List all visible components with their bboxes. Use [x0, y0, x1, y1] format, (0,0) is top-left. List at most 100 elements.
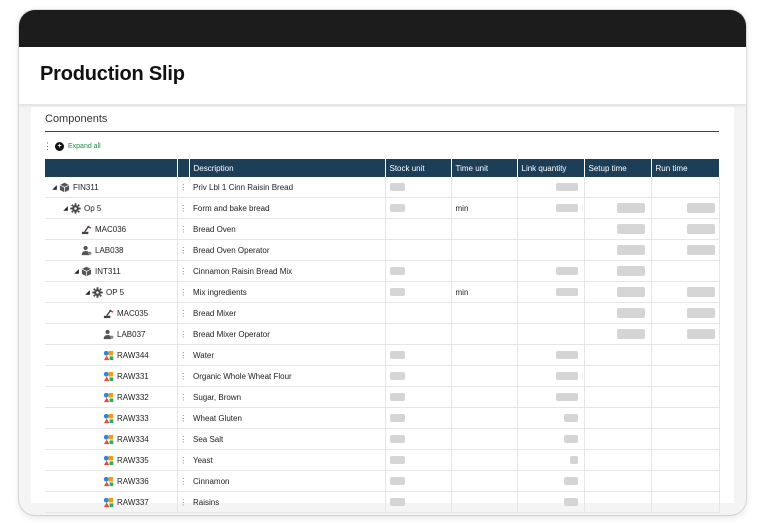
- stock-unit-cell: [385, 197, 452, 219]
- stock-unit-placeholder: [389, 288, 405, 297]
- stock-unit-placeholder: [389, 351, 405, 360]
- column-header-link-quantity[interactable]: Link quantity: [517, 159, 585, 177]
- time-unit-cell: [451, 428, 518, 450]
- expand-all-link[interactable]: Expand all: [68, 142, 101, 150]
- app-frame: Production Slip Components ⋮ + Expand al…: [19, 10, 746, 515]
- row-menu-icon[interactable]: ⋮: [179, 308, 188, 318]
- row-menu-icon[interactable]: ⋮: [179, 182, 188, 192]
- operator-icon: [102, 328, 114, 340]
- tree-cell: ◢ INT311: [45, 260, 178, 282]
- table-row[interactable]: ◢ OP 5 ⋮ Mix ingredients min: [45, 281, 720, 303]
- stock-unit-placeholder: [389, 183, 405, 192]
- row-menu-icon[interactable]: ⋮: [179, 371, 188, 381]
- link-quantity-cell: [517, 281, 585, 303]
- stock-unit-placeholder: [389, 477, 405, 486]
- row-actions-cell: ⋮: [177, 407, 189, 429]
- row-menu-icon[interactable]: ⋮: [179, 266, 188, 276]
- material-icon: [102, 433, 114, 445]
- stock-unit-cell: [385, 260, 452, 282]
- time-unit-cell: [451, 323, 518, 345]
- page-title: Production Slip: [40, 63, 185, 85]
- setup-time-placeholder: [616, 329, 645, 339]
- description-cell: Priv Lbl 1 Cinn Raisin Bread: [189, 177, 386, 198]
- table-row[interactable]: RAW332 ⋮ Sugar, Brown: [45, 386, 720, 408]
- row-actions-cell: ⋮: [177, 197, 189, 219]
- stock-unit-placeholder: [389, 456, 405, 465]
- row-menu-icon[interactable]: ⋮: [179, 350, 188, 360]
- collapse-caret-icon[interactable]: ◢: [74, 268, 79, 275]
- table-row[interactable]: RAW337 ⋮ Raisins: [45, 491, 720, 513]
- collapse-caret-icon[interactable]: ◢: [63, 205, 68, 212]
- row-menu-icon[interactable]: ⋮: [179, 497, 188, 507]
- tree-cell: RAW335: [45, 449, 178, 471]
- stock-unit-cell: [385, 344, 452, 366]
- column-header-run-time[interactable]: Run time: [651, 159, 720, 177]
- row-actions-cell: ⋮: [177, 449, 189, 471]
- table-row[interactable]: ◢ INT311 ⋮ Cinnamon Raisin Bread Mix: [45, 260, 720, 282]
- table-row[interactable]: LAB038 ⋮ Bread Oven Operator: [45, 239, 720, 261]
- material-icon: [102, 496, 114, 508]
- table-row[interactable]: RAW344 ⋮ Water: [45, 344, 720, 366]
- link-quantity-cell: [517, 177, 585, 198]
- table-row[interactable]: ◢ Op 5 ⋮ Form and bake bread min: [45, 197, 720, 219]
- description-cell: Cinnamon: [189, 470, 386, 492]
- collapse-caret-icon[interactable]: ◢: [85, 289, 90, 296]
- collapse-caret-icon[interactable]: ◢: [52, 184, 57, 191]
- run-time-placeholder: [686, 308, 715, 318]
- table-row[interactable]: ◢ FIN311 ⋮ Priv Lbl 1 Cinn Raisin Bread: [45, 177, 720, 198]
- time-unit-cell: min: [451, 197, 518, 219]
- column-header-setup-time[interactable]: Setup time: [584, 159, 652, 177]
- link-quantity-placeholder: [555, 288, 578, 297]
- setup-time-cell: [584, 407, 652, 429]
- row-menu-icon[interactable]: ⋮: [179, 476, 188, 486]
- table-row[interactable]: LAB037 ⋮ Bread Mixer Operator: [45, 323, 720, 345]
- row-menu-icon[interactable]: ⋮: [179, 434, 188, 444]
- row-menu-icon[interactable]: ⋮: [179, 245, 188, 255]
- time-unit-cell: [451, 386, 518, 408]
- setup-time-cell: [584, 177, 652, 198]
- row-menu-icon[interactable]: ⋮: [179, 413, 188, 423]
- row-menu-icon[interactable]: ⋮: [179, 392, 188, 402]
- row-menu-icon[interactable]: ⋮: [179, 455, 188, 465]
- table-row[interactable]: MAC035 ⋮ Bread Mixer: [45, 302, 720, 324]
- table-row[interactable]: RAW331 ⋮ Organic Whole Wheat Flour: [45, 365, 720, 387]
- link-quantity-placeholder: [563, 498, 578, 507]
- row-menu-icon[interactable]: ⋮: [179, 287, 188, 297]
- row-menu-icon[interactable]: ⋮: [179, 203, 188, 213]
- link-quantity-cell: [517, 197, 585, 219]
- run-time-cell: [651, 197, 720, 219]
- stock-unit-placeholder: [389, 393, 405, 402]
- table-row[interactable]: RAW336 ⋮ Cinnamon: [45, 470, 720, 492]
- row-menu-icon[interactable]: ⋮: [179, 224, 188, 234]
- table-row[interactable]: MAC036 ⋮ Bread Oven: [45, 218, 720, 240]
- run-time-cell: [651, 491, 720, 513]
- top-bar: [19, 10, 746, 47]
- tree-cell: RAW333: [45, 407, 178, 429]
- description-cell: Cinnamon Raisin Bread Mix: [189, 260, 386, 282]
- table-row[interactable]: RAW333 ⋮ Wheat Gluten: [45, 407, 720, 429]
- table-row[interactable]: RAW334 ⋮ Sea Salt: [45, 428, 720, 450]
- link-quantity-cell: [517, 344, 585, 366]
- expand-all-control[interactable]: ⋮ + Expand all: [43, 140, 101, 152]
- material-icon: [102, 349, 114, 361]
- time-unit-cell: [451, 449, 518, 471]
- setup-time-cell: [584, 491, 652, 513]
- row-menu-icon[interactable]: ⋮: [179, 329, 188, 339]
- column-header-description[interactable]: Description: [189, 159, 386, 177]
- setup-time-placeholder: [616, 308, 645, 318]
- expand-icon[interactable]: +: [55, 141, 64, 151]
- tree-cell: LAB038: [45, 239, 178, 261]
- run-time-cell: [651, 218, 720, 240]
- stock-unit-placeholder: [389, 498, 405, 507]
- table-row[interactable]: RAW335 ⋮ Yeast: [45, 449, 720, 471]
- link-quantity-placeholder: [555, 372, 578, 381]
- run-time-cell: [651, 177, 720, 198]
- setup-time-placeholder: [616, 287, 645, 297]
- item-code: FIN311: [73, 182, 99, 192]
- column-header-stock-unit[interactable]: Stock unit: [385, 159, 452, 177]
- column-header-time-unit[interactable]: Time unit: [451, 159, 518, 177]
- setup-time-cell: [584, 281, 652, 303]
- operator-icon: [80, 244, 92, 256]
- stock-unit-cell: [385, 365, 452, 387]
- more-options-icon[interactable]: ⋮: [43, 141, 52, 151]
